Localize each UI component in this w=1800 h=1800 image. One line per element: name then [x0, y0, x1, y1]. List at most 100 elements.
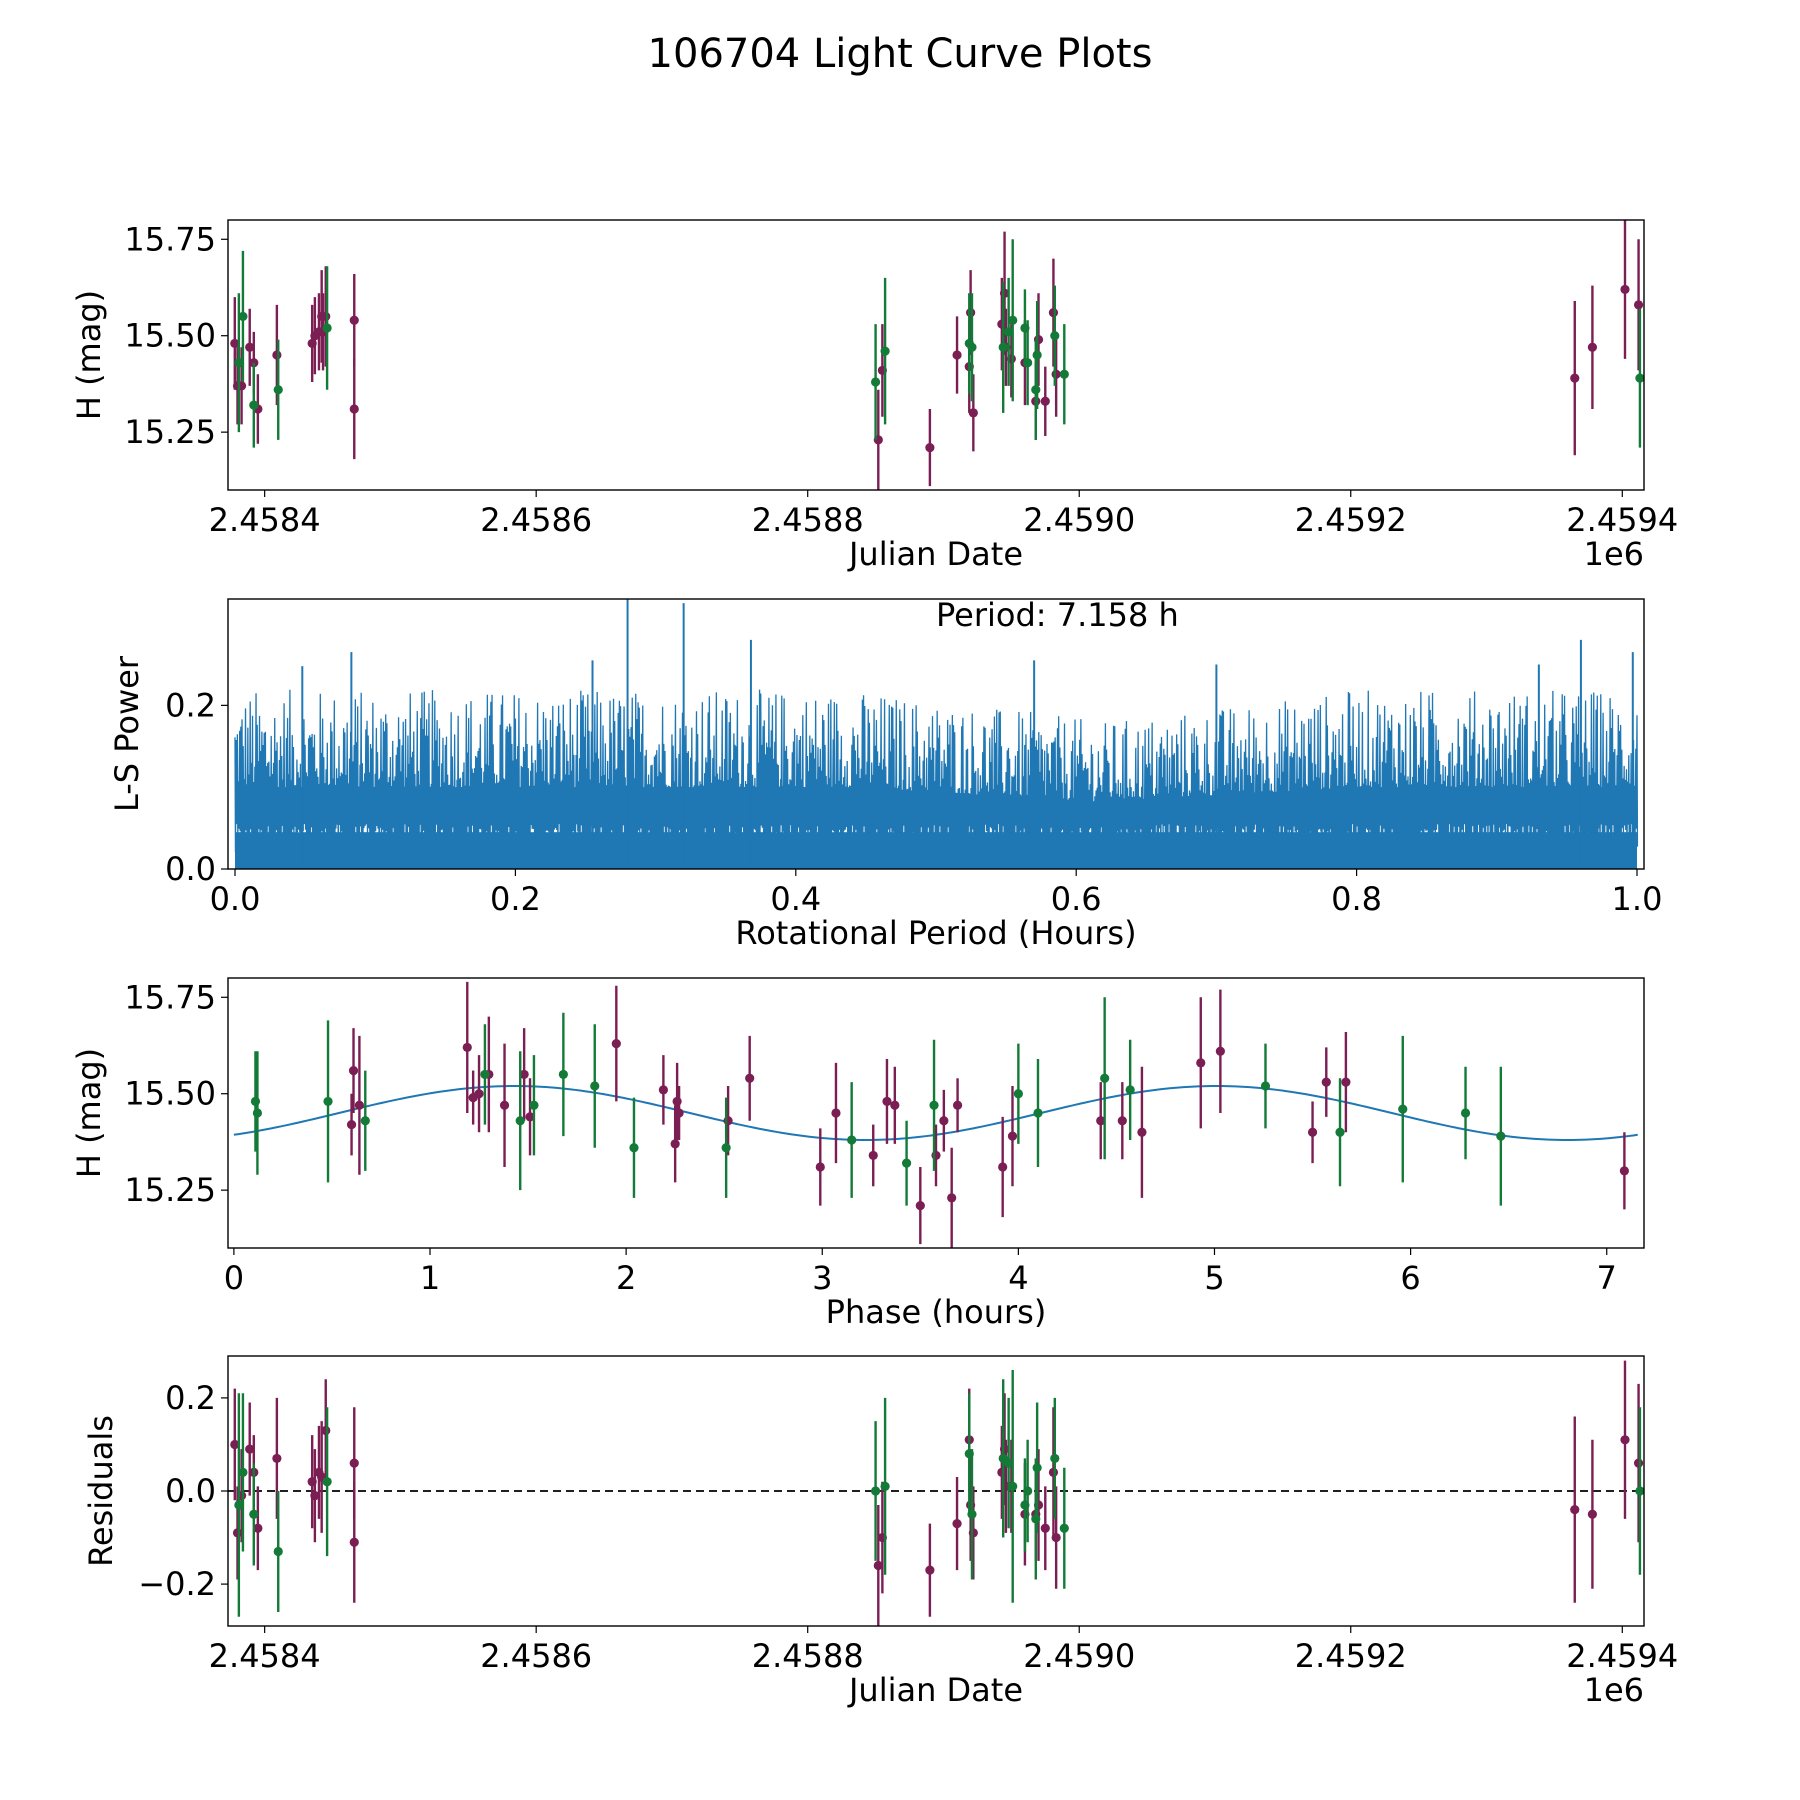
plot-area	[228, 1360, 1644, 1626]
data-point	[1587, 1509, 1598, 1519]
data-point	[1007, 1131, 1018, 1141]
data-point	[880, 346, 890, 356]
data-point	[515, 1116, 525, 1126]
data-point	[1620, 1435, 1630, 1445]
data-point	[349, 315, 359, 325]
axes-frame	[227, 598, 1645, 870]
data-point	[349, 404, 359, 414]
data-point	[968, 1528, 978, 1538]
data-point	[234, 1500, 244, 1510]
x-tick-label: 2.4588	[752, 501, 864, 539]
x-tick-label: 0.2	[490, 880, 541, 918]
figure-title: 106704 Light Curve Plots	[648, 31, 1153, 77]
data-point	[322, 323, 332, 333]
series-g	[250, 997, 1506, 1206]
x-offset-label: 1e6	[1584, 1671, 1644, 1709]
data-point	[252, 1108, 263, 1118]
data-point	[815, 1162, 825, 1172]
data-point	[1059, 1523, 1069, 1533]
y-tick-label: 15.75	[124, 220, 216, 258]
data-point	[272, 350, 282, 360]
series-r	[230, 1360, 1644, 1626]
data-point	[901, 1158, 912, 1168]
x-axis-label: Rotational Period (Hours)	[735, 914, 1136, 952]
panel-lightcurve: 2.4584 2.4586 2.4588 2.4590 2.4592 2.4594 15.2…	[70, 219, 1678, 573]
data-point	[1100, 1073, 1110, 1083]
data-point	[1096, 1116, 1106, 1126]
axes-frame	[227, 977, 1645, 1249]
data-point	[1215, 1046, 1225, 1056]
y-tick-label: 15.50	[124, 1075, 216, 1113]
period-annotation: Period: 7.158 h	[936, 596, 1179, 634]
data-point	[249, 1509, 259, 1519]
data-point	[1048, 307, 1059, 318]
x-tick-label: 0.4	[770, 880, 821, 918]
data-point	[952, 1518, 962, 1529]
plot-area	[230, 220, 1644, 490]
x-tick-label: 2.4590	[1023, 501, 1135, 539]
data-point	[529, 1100, 539, 1110]
data-point	[1137, 1127, 1147, 1137]
data-point	[253, 1523, 263, 1533]
data-point	[674, 1108, 684, 1118]
data-point	[967, 342, 977, 352]
data-point	[870, 377, 881, 387]
x-tick-label: 0.8	[1331, 880, 1382, 918]
y-axis-label: L-S Power	[108, 655, 146, 812]
data-point	[1031, 1514, 1041, 1524]
y-tick-label: 15.50	[124, 317, 216, 355]
data-point	[882, 1096, 892, 1107]
data-point	[1335, 1127, 1345, 1137]
data-point	[1023, 358, 1033, 368]
periodogram-dense-fill	[235, 832, 1637, 869]
x-tick-label: 1.0	[1612, 880, 1663, 918]
data-point	[1633, 1458, 1644, 1468]
data-point	[925, 1565, 935, 1575]
data-point	[723, 1116, 733, 1126]
data-point	[322, 1477, 332, 1487]
data-point	[931, 1150, 941, 1161]
data-point	[1619, 1166, 1629, 1176]
x-tick-label: 2.4592	[1295, 1637, 1407, 1675]
data-point	[462, 1042, 472, 1053]
x-offset-label: 1e6	[1584, 535, 1644, 573]
axes-frame	[227, 1355, 1645, 1627]
data-point	[1059, 369, 1069, 379]
data-point	[346, 1119, 357, 1130]
x-tick-label: 5	[1204, 1259, 1224, 1297]
y-tick-label: 0.2	[165, 1379, 216, 1417]
data-point	[1004, 327, 1014, 337]
data-point	[952, 1100, 963, 1110]
data-point	[1050, 1453, 1060, 1464]
data-point	[1125, 1085, 1135, 1095]
data-point	[1033, 1108, 1043, 1118]
plot-area	[233, 981, 1638, 1248]
data-point	[525, 1112, 535, 1122]
data-point	[925, 442, 935, 453]
data-point	[1635, 373, 1644, 383]
data-point	[348, 1065, 359, 1076]
data-point	[1260, 1081, 1271, 1091]
x-tick-label: 3	[812, 1259, 832, 1297]
panel-residuals: 2.4584 2.4586 2.4588 2.4590 2.4592 2.4594 −0.2…	[82, 1355, 1678, 1709]
x-tick-label: 0.0	[210, 880, 261, 918]
data-point	[1040, 396, 1050, 406]
data-point	[1031, 385, 1041, 395]
data-point	[1008, 1481, 1018, 1491]
y-tick-label: 0.0	[165, 1472, 216, 1510]
series-r	[346, 981, 1629, 1248]
periodogram-peaks	[301, 599, 1634, 869]
data-point	[847, 1135, 857, 1145]
data-point	[1570, 373, 1580, 383]
data-point	[1635, 1486, 1644, 1496]
x-axis-label: Julian Date	[847, 535, 1023, 573]
x-tick-label: 2.4586	[480, 501, 592, 539]
data-point	[672, 1096, 682, 1107]
data-point	[670, 1139, 680, 1149]
data-point	[868, 1150, 878, 1161]
data-point	[354, 1100, 365, 1110]
axes-frame	[227, 219, 1645, 491]
plot-area	[234, 599, 1639, 869]
data-point	[721, 1143, 731, 1153]
